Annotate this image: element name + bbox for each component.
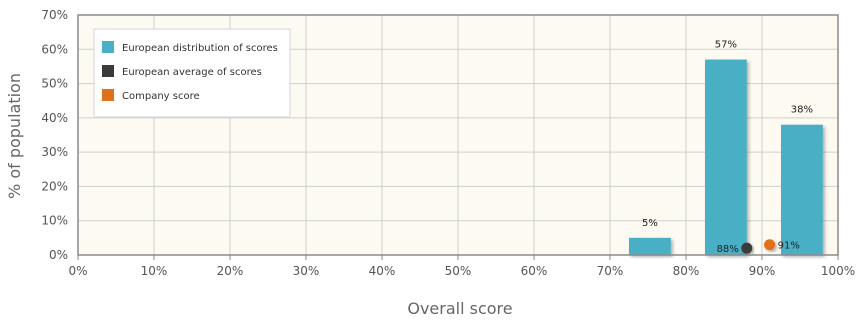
y-tick-label: 50% [41, 77, 68, 91]
x-tick-label: 70% [597, 264, 624, 278]
x-tick-label: 80% [673, 264, 700, 278]
legend-swatch [102, 41, 114, 53]
point-value-label: 88% [717, 244, 739, 255]
y-tick-label: 10% [41, 214, 68, 228]
y-tick-label: 30% [41, 145, 68, 159]
point-value-label: 91% [778, 241, 800, 252]
legend-swatch [102, 65, 114, 77]
y-tick-label: 40% [41, 111, 68, 125]
legend-label: European distribution of scores [122, 43, 278, 54]
point-marker [764, 239, 776, 251]
x-tick-label: 40% [369, 264, 396, 278]
x-tick-label: 20% [217, 264, 244, 278]
x-axis-title: Overall score [407, 299, 512, 318]
y-tick-label: 0% [49, 248, 68, 262]
legend-box [93, 28, 291, 118]
x-tick-label: 60% [521, 264, 548, 278]
y-tick-label: 20% [41, 179, 68, 193]
legend-label: European average of scores [122, 67, 262, 78]
bar [781, 124, 823, 255]
bar-value-label: 57% [715, 40, 737, 51]
x-tick-label: 90% [749, 264, 776, 278]
legend-label: Company score [122, 91, 200, 102]
bar-value-label: 38% [791, 105, 813, 116]
x-tick-label: 0% [68, 264, 87, 278]
bar-value-label: 5% [642, 218, 658, 229]
bar [629, 237, 671, 255]
x-tick-label: 10% [141, 264, 168, 278]
legend-swatch [102, 89, 114, 101]
bar [705, 59, 747, 256]
y-tick-label: 60% [41, 42, 68, 56]
point-marker [741, 242, 753, 254]
x-tick-label: 30% [293, 264, 320, 278]
x-tick-label: 100% [821, 264, 855, 278]
x-tick-label: 50% [445, 264, 472, 278]
y-tick-label: 70% [41, 8, 68, 22]
y-axis-title: % of population [5, 73, 24, 199]
